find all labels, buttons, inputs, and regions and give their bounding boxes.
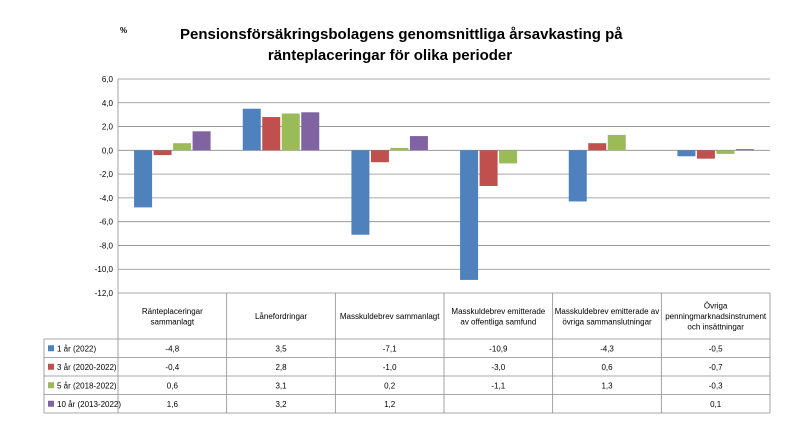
y-tick-label: 2,0 <box>102 123 114 132</box>
bar <box>696 150 715 159</box>
data-label: 3,1 <box>275 381 287 390</box>
category-label: Masskuldebrev sammanlagt <box>340 312 440 321</box>
bar <box>242 108 261 151</box>
data-label: -0,4 <box>165 363 179 372</box>
y-tick-label: -10,0 <box>95 265 114 274</box>
bar <box>460 150 479 280</box>
data-label: -0,7 <box>709 363 723 372</box>
data-label: -7,1 <box>383 344 397 353</box>
category-label: av offentliga samfund <box>460 317 536 326</box>
bar <box>735 149 754 151</box>
bar <box>607 134 626 151</box>
bar <box>409 136 428 151</box>
category-label: Lånefordringar <box>255 312 307 321</box>
category-label: Ränteplaceringar <box>142 307 203 316</box>
data-label: 1,3 <box>601 381 613 390</box>
bar <box>351 150 370 235</box>
bar <box>134 150 153 208</box>
data-label: 1,6 <box>167 400 179 409</box>
bar <box>499 150 518 164</box>
y-tick-label: -4,0 <box>99 194 113 203</box>
category-label: sammanlagt <box>151 317 195 326</box>
legend-entry: 5 år (2018-2022) <box>57 381 117 390</box>
bar <box>479 150 498 186</box>
category-label: Övriga <box>704 302 728 311</box>
bar <box>568 150 587 202</box>
data-label: -0,3 <box>709 381 723 390</box>
category-label: penningmarknadsinstrument <box>665 312 767 321</box>
data-label: 2,8 <box>275 363 287 372</box>
legend-key <box>48 382 54 389</box>
data-label: 1,2 <box>384 400 396 409</box>
data-label: -4,8 <box>165 344 179 353</box>
data-label: 0,2 <box>384 381 396 390</box>
data-label: 0,6 <box>601 363 613 372</box>
bar <box>390 147 409 151</box>
category-label: Masskuldebrev emitterade <box>451 307 545 316</box>
y-tick-label: 0,0 <box>102 146 114 155</box>
data-label: 0,6 <box>167 381 179 390</box>
y-tick-label: -6,0 <box>99 218 113 227</box>
data-label: -0,5 <box>709 344 723 353</box>
chart-title-line-1: Pensionsförsäkringsbolagens genomsnittli… <box>180 26 623 43</box>
legend-key <box>48 363 54 370</box>
bar <box>677 150 696 157</box>
y-tick-label: -12,0 <box>95 289 114 298</box>
data-label: -3,0 <box>491 363 505 372</box>
chart-title: Pensionsförsäkringsbolagens genomsnittli… <box>180 24 623 66</box>
chart-title-line-2: ränteplaceringar för olika perioder <box>267 47 513 64</box>
bar <box>173 143 192 151</box>
category-label: Masskuldebrev emitterade av <box>555 307 660 316</box>
legend-entry: 1 år (2022) <box>57 344 96 353</box>
y-unit-label: % <box>120 26 128 35</box>
data-label: -1,0 <box>383 363 397 372</box>
data-label: -10,9 <box>489 344 508 353</box>
bar <box>281 113 300 151</box>
data-label: -4,3 <box>600 344 614 353</box>
data-label: 3,2 <box>275 400 287 409</box>
bar <box>716 150 735 154</box>
bar <box>153 150 172 156</box>
category-label: och insättningar <box>687 323 744 332</box>
y-tick-label: 4,0 <box>102 99 114 108</box>
legend-entry: 10 år (2013-2022) <box>57 400 121 409</box>
bar <box>588 143 607 151</box>
bar <box>192 131 211 151</box>
data-label: 3,5 <box>275 344 287 353</box>
y-tick-label: -8,0 <box>99 241 113 250</box>
legend-key <box>48 400 54 407</box>
y-tick-label: -2,0 <box>99 170 113 179</box>
legend-entry: 3 år (2020-2022) <box>57 363 117 372</box>
bar <box>370 150 389 163</box>
bar <box>301 112 320 151</box>
category-label: övriga sammanslutningar <box>562 317 652 326</box>
data-label: 0,1 <box>710 400 722 409</box>
bar <box>262 117 281 151</box>
y-tick-label: 6,0 <box>102 75 114 84</box>
data-label: -1,1 <box>491 381 505 390</box>
legend-key <box>48 345 54 352</box>
